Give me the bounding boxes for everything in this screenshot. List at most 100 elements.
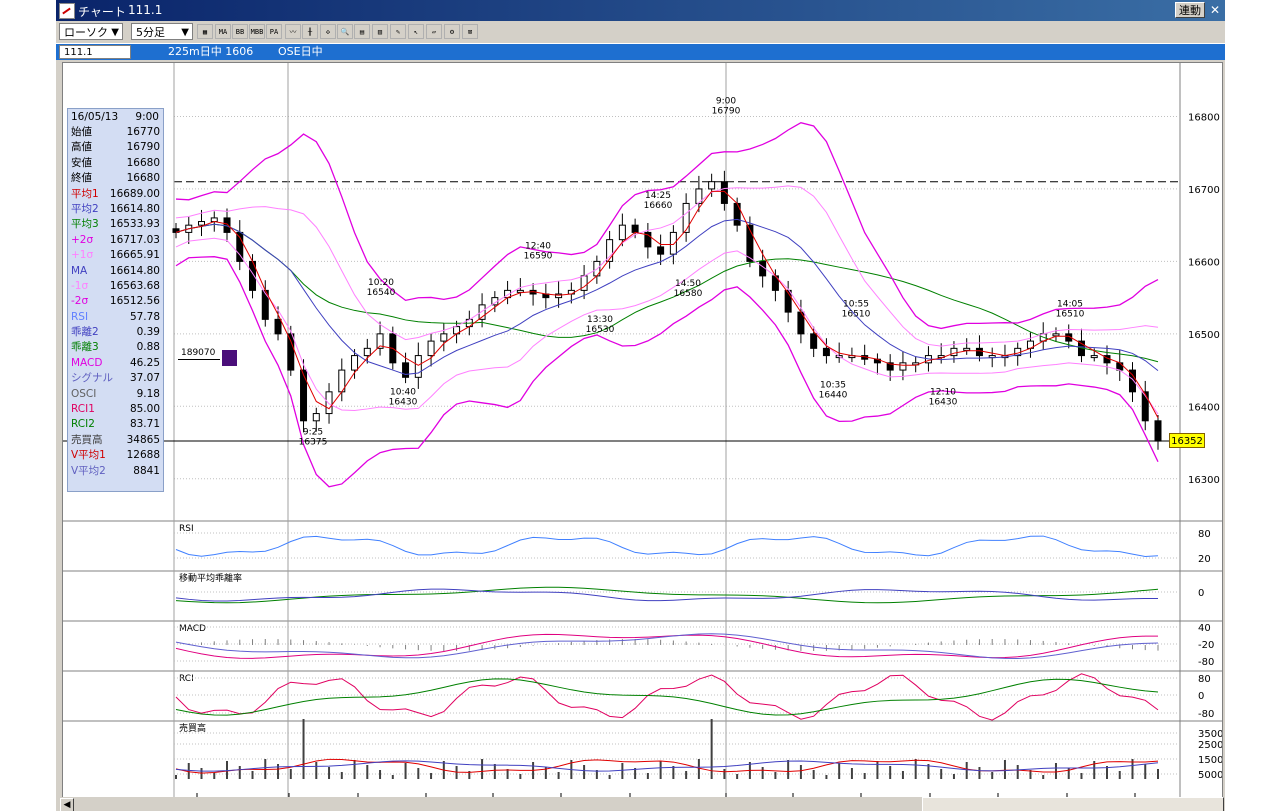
pa-icon[interactable]: PA bbox=[266, 24, 282, 39]
macd-line bbox=[175, 633, 1159, 659]
line-chart-icon[interactable]: 〰 bbox=[285, 24, 301, 39]
candle-body bbox=[198, 221, 206, 226]
candle-body bbox=[746, 224, 754, 262]
data-row-value: 16689.00 bbox=[109, 187, 160, 200]
sigma1-lower bbox=[175, 237, 1159, 415]
clear-icon[interactable]: ⊠ bbox=[462, 24, 478, 39]
data-row-value: 9.18 bbox=[136, 387, 160, 400]
data-row-label: V平均1 bbox=[71, 449, 106, 462]
data-row-value: 85.00 bbox=[129, 403, 160, 416]
symbol-input[interactable]: 111.1 bbox=[59, 45, 131, 59]
horizontal-scrollbar[interactable]: ◀ bbox=[56, 797, 1225, 811]
bb-icon[interactable]: BB bbox=[232, 24, 248, 39]
volume-marker-block bbox=[222, 350, 237, 366]
chart-area[interactable]: 16800 16700 16600 16500 16400 16300 9:25 16375 1… bbox=[62, 62, 1223, 799]
volume-marker: 189070 bbox=[178, 348, 237, 366]
data-row-value: 16680 bbox=[126, 172, 160, 185]
data-row: RCI2 83.71 bbox=[68, 417, 163, 432]
chart-app-icon bbox=[59, 3, 75, 19]
data-row-label: 安値 bbox=[71, 156, 92, 169]
data-row: +2σ 16717.03 bbox=[68, 233, 163, 248]
data-row-label: 終値 bbox=[71, 172, 92, 185]
zoom-icon[interactable]: 🔍 bbox=[337, 24, 353, 39]
avg2-line bbox=[175, 218, 1159, 375]
data-row-label: 平均1 bbox=[71, 187, 99, 200]
title-bar[interactable]: チャート 111.1 連動 ✕ bbox=[56, 0, 1225, 21]
data-row-value: 0.88 bbox=[136, 341, 160, 354]
data-row-label: 平均3 bbox=[71, 218, 99, 231]
sigma2-lower bbox=[175, 256, 1159, 488]
volume-marker-line bbox=[178, 359, 220, 360]
panel-title: 売買高 bbox=[179, 722, 206, 734]
bar-icon[interactable]: ▥ bbox=[372, 24, 388, 39]
chart-window: チャート 111.1 連動 ✕ ローソク ▼ 5分足 ▼ ▦ MA BB MBB PA 〰… bbox=[56, 0, 1225, 811]
pen-icon[interactable]: ✎ bbox=[390, 24, 406, 39]
annotation-time: 12:10 bbox=[930, 388, 956, 398]
price-tick-label: 16700 bbox=[1188, 185, 1220, 196]
annotation-time: 9:00 bbox=[716, 97, 736, 107]
arrow-icon[interactable]: ↖ bbox=[408, 24, 424, 39]
data-row-value: 57.78 bbox=[129, 310, 160, 323]
scroll-left-icon[interactable]: ◀ bbox=[60, 798, 74, 811]
interval-value: 5分足 bbox=[136, 26, 165, 39]
window-tile-icon[interactable]: ▦ bbox=[197, 24, 213, 39]
scroll-thumb[interactable] bbox=[922, 797, 1224, 811]
candle-body bbox=[376, 333, 384, 349]
candle-body bbox=[478, 304, 486, 320]
rci1-line bbox=[175, 673, 1159, 721]
panel-tick-label: -80 bbox=[1198, 709, 1214, 720]
price-tick-label: 16500 bbox=[1188, 330, 1220, 341]
eraser-icon[interactable]: ▱ bbox=[426, 24, 442, 39]
candle-body bbox=[555, 293, 563, 299]
interval-dropdown[interactable]: 5分足 ▼ bbox=[131, 23, 193, 40]
data-row: 平均1 16689.00 bbox=[68, 187, 163, 202]
data-row-value: 0.39 bbox=[136, 326, 160, 339]
candle-body bbox=[274, 318, 282, 335]
data-row: 高値 16790 bbox=[68, 140, 163, 155]
annotation-price: 16580 bbox=[674, 289, 703, 299]
close-icon[interactable]: ✕ bbox=[1207, 2, 1223, 18]
settings-icon[interactable]: ⚙ bbox=[444, 24, 460, 39]
panel-tick-label: 40 bbox=[1198, 623, 1211, 634]
candle-body bbox=[1154, 420, 1162, 442]
calc-icon[interactable]: ▤ bbox=[354, 24, 370, 39]
data-row-value: 8841 bbox=[133, 464, 160, 477]
panel-tick-label: 15000 bbox=[1198, 755, 1222, 766]
data-row-label: -1σ bbox=[71, 279, 89, 292]
mbb-icon[interactable]: MBB bbox=[249, 24, 265, 39]
candle-body bbox=[1090, 355, 1098, 359]
cursor-icon[interactable]: ✣ bbox=[320, 24, 336, 39]
toolbar: ローソク ▼ 5分足 ▼ ▦ MA BB MBB PA 〰 ╫ ✣ 🔍 ▤ ▥ ✎ ↖ ▱ ⚙ ⊠ bbox=[56, 21, 1225, 44]
ma-icon[interactable]: MA bbox=[215, 24, 231, 39]
link-button[interactable]: 連動 bbox=[1175, 2, 1205, 18]
panel-tick-label: 5000 bbox=[1198, 770, 1222, 781]
candle-body bbox=[351, 355, 359, 371]
data-row-label: 乖離3 bbox=[71, 341, 99, 354]
data-row-value: 16563.68 bbox=[109, 279, 160, 292]
candle-body bbox=[402, 362, 410, 378]
annotation-time: 10:40 bbox=[390, 388, 416, 398]
candle-chart-icon[interactable]: ╫ bbox=[302, 24, 318, 39]
info-bar: 111.1 225m日中 1606 OSE日中 bbox=[56, 44, 1225, 60]
contract-caption: 225m日中 1606 bbox=[168, 45, 254, 58]
data-row-label: 高値 bbox=[71, 141, 92, 154]
data-row-value: 37.07 bbox=[129, 372, 160, 385]
data-date: 16/05/13 bbox=[71, 111, 119, 123]
annotation-price: 16375 bbox=[299, 437, 328, 447]
panel-tick-label: -20 bbox=[1198, 640, 1214, 651]
data-panel-header: 16/05/13 9:00 bbox=[68, 109, 163, 125]
sigma2-upper bbox=[175, 122, 1159, 330]
annotation-price: 16540 bbox=[367, 288, 396, 298]
chart-type-dropdown[interactable]: ローソク ▼ bbox=[59, 23, 123, 40]
avg1-line bbox=[175, 190, 1159, 419]
annotation-price: 16430 bbox=[389, 398, 418, 408]
annotation-price: 16510 bbox=[842, 310, 871, 320]
avg3-line bbox=[175, 223, 1159, 363]
data-row-value: 16680 bbox=[126, 156, 160, 169]
data-row-label: RCI1 bbox=[71, 403, 95, 416]
volume-marker-value: 189070 bbox=[181, 348, 216, 358]
annotation-time: 14:05 bbox=[1057, 300, 1083, 310]
data-row-value: 16614.80 bbox=[109, 202, 160, 215]
panel-tick-label: 0 bbox=[1198, 691, 1204, 702]
